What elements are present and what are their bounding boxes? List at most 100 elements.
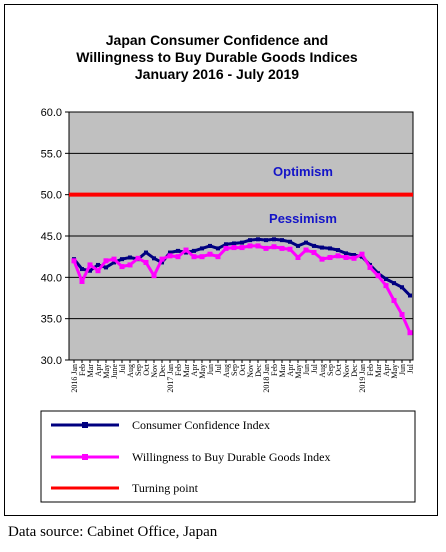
y-tick-label-1: 55.0 xyxy=(41,148,62,160)
point-consumer-confidence-15 xyxy=(192,248,196,253)
point-durable-goods-2 xyxy=(87,262,93,268)
x-tick-label-6: Jul xyxy=(118,363,127,373)
point-consumer-confidence-23 xyxy=(256,237,260,242)
point-consumer-confidence-30 xyxy=(312,243,316,248)
x-tick-label-25: Feb xyxy=(270,364,279,376)
point-durable-goods-24 xyxy=(263,245,269,251)
x-tick-label-32: Sep xyxy=(326,364,335,376)
point-durable-goods-32 xyxy=(327,254,333,260)
point-consumer-confidence-39 xyxy=(384,276,388,281)
x-tick-label-4: May xyxy=(102,364,111,379)
point-consumer-confidence-4 xyxy=(104,265,108,270)
x-tick-label-0: 2016 Jan xyxy=(70,364,79,393)
point-durable-goods-5 xyxy=(111,256,117,262)
point-durable-goods-37 xyxy=(367,264,373,270)
x-tick-label-2: Mar xyxy=(86,364,95,378)
point-consumer-confidence-2 xyxy=(88,268,92,273)
point-durable-goods-38 xyxy=(375,273,381,279)
point-durable-goods-12 xyxy=(167,253,173,259)
point-consumer-confidence-7 xyxy=(128,255,132,260)
x-tick-label-5: June xyxy=(110,364,119,379)
point-durable-goods-33 xyxy=(335,253,341,259)
point-durable-goods-4 xyxy=(103,258,109,264)
point-durable-goods-3 xyxy=(95,268,101,274)
point-consumer-confidence-28 xyxy=(296,243,300,248)
y-tick-label-4: 40.0 xyxy=(41,272,62,284)
point-durable-goods-34 xyxy=(343,254,349,260)
x-tick-label-38: Mar xyxy=(374,364,383,378)
x-tick-label-26: Mar xyxy=(278,364,287,378)
x-tick-label-1: Feb xyxy=(78,364,87,376)
point-consumer-confidence-25 xyxy=(272,237,276,242)
legend-label-turning-point: Turning point xyxy=(132,481,199,495)
point-durable-goods-19 xyxy=(223,245,229,251)
annotation-optimism: Optimism xyxy=(273,164,333,179)
x-tick-label-28: May xyxy=(294,364,303,379)
x-tick-label-42: Jul xyxy=(406,363,415,373)
point-consumer-confidence-34 xyxy=(344,251,348,256)
y-tick-label-0: 60.0 xyxy=(41,107,62,119)
x-tick-label-41: Jun xyxy=(398,364,407,375)
point-consumer-confidence-5 xyxy=(112,260,116,265)
chart-title-line-1: Japan Consumer Confidence and xyxy=(106,32,328,48)
point-consumer-confidence-21 xyxy=(240,240,244,245)
point-durable-goods-15 xyxy=(191,254,197,260)
point-consumer-confidence-12 xyxy=(168,250,172,255)
x-tick-label-35: Dec xyxy=(350,364,359,377)
y-tick-label-2: 50.0 xyxy=(41,190,62,202)
point-durable-goods-21 xyxy=(239,245,245,251)
point-consumer-confidence-33 xyxy=(336,248,340,253)
point-durable-goods-40 xyxy=(391,297,397,303)
point-consumer-confidence-41 xyxy=(400,285,404,290)
point-durable-goods-16 xyxy=(199,254,205,260)
point-consumer-confidence-42 xyxy=(408,293,412,298)
point-durable-goods-23 xyxy=(255,243,261,249)
x-tick-label-11: Dec xyxy=(158,364,167,377)
chart-title-line-3: January 2016 - July 2019 xyxy=(135,66,299,82)
point-consumer-confidence-17 xyxy=(208,243,212,248)
x-tick-label-20: Sep xyxy=(230,364,239,376)
point-durable-goods-31 xyxy=(319,256,325,262)
data-source-note: Data source: Cabinet Office, Japan xyxy=(8,524,218,540)
point-consumer-confidence-10 xyxy=(152,256,156,261)
point-durable-goods-18 xyxy=(215,254,221,260)
x-tick-label-36: 2019 Jan xyxy=(358,364,367,393)
legend-label-consumer-confidence: Consumer Confidence Index xyxy=(132,418,270,432)
point-durable-goods-17 xyxy=(207,251,213,257)
annotation-pessimism: Pessimism xyxy=(269,211,337,226)
point-durable-goods-9 xyxy=(143,259,149,265)
point-durable-goods-0 xyxy=(71,258,77,264)
x-tick-label-24: 2018 Jan xyxy=(262,364,271,393)
point-consumer-confidence-9 xyxy=(144,250,148,255)
point-consumer-confidence-27 xyxy=(288,239,292,244)
x-tick-label-16: May xyxy=(198,364,207,379)
point-durable-goods-25 xyxy=(271,244,277,250)
x-tick-label-15: Apr xyxy=(190,364,199,377)
point-durable-goods-27 xyxy=(287,246,293,252)
chart-frame: Japan Consumer Confidence and Willingnes… xyxy=(4,4,438,516)
point-durable-goods-14 xyxy=(183,247,189,253)
x-tick-label-3: Apr xyxy=(94,364,103,377)
point-durable-goods-1 xyxy=(79,278,85,284)
x-tick-label-12: 2017 Jan xyxy=(166,364,175,393)
point-consumer-confidence-35 xyxy=(352,253,356,258)
x-tick-label-37: Feb xyxy=(366,364,375,376)
point-consumer-confidence-3 xyxy=(96,262,100,267)
x-tick-label-31: Aug xyxy=(318,364,327,378)
x-tick-label-18: Jul xyxy=(214,363,223,373)
series-durable-goods xyxy=(71,243,413,336)
y-tick-label-6: 30.0 xyxy=(41,355,62,367)
legend: Consumer Confidence Index Willingness to… xyxy=(40,410,416,503)
point-durable-goods-20 xyxy=(231,245,237,251)
point-durable-goods-11 xyxy=(159,256,165,262)
chart-title-line-2: Willingness to Buy Durable Goods Indices xyxy=(76,49,358,65)
point-durable-goods-10 xyxy=(151,273,157,279)
point-durable-goods-28 xyxy=(295,254,301,260)
point-durable-goods-39 xyxy=(383,283,389,289)
point-durable-goods-8 xyxy=(135,255,141,261)
legend-marker-consumer-confidence xyxy=(82,422,88,428)
legend-label-durable-goods: Willingness to Buy Durable Goods Index xyxy=(132,450,331,464)
point-consumer-confidence-16 xyxy=(200,246,204,251)
x-tick-label-22: Nov xyxy=(246,364,255,378)
x-tick-label-21: Oct xyxy=(238,363,247,375)
